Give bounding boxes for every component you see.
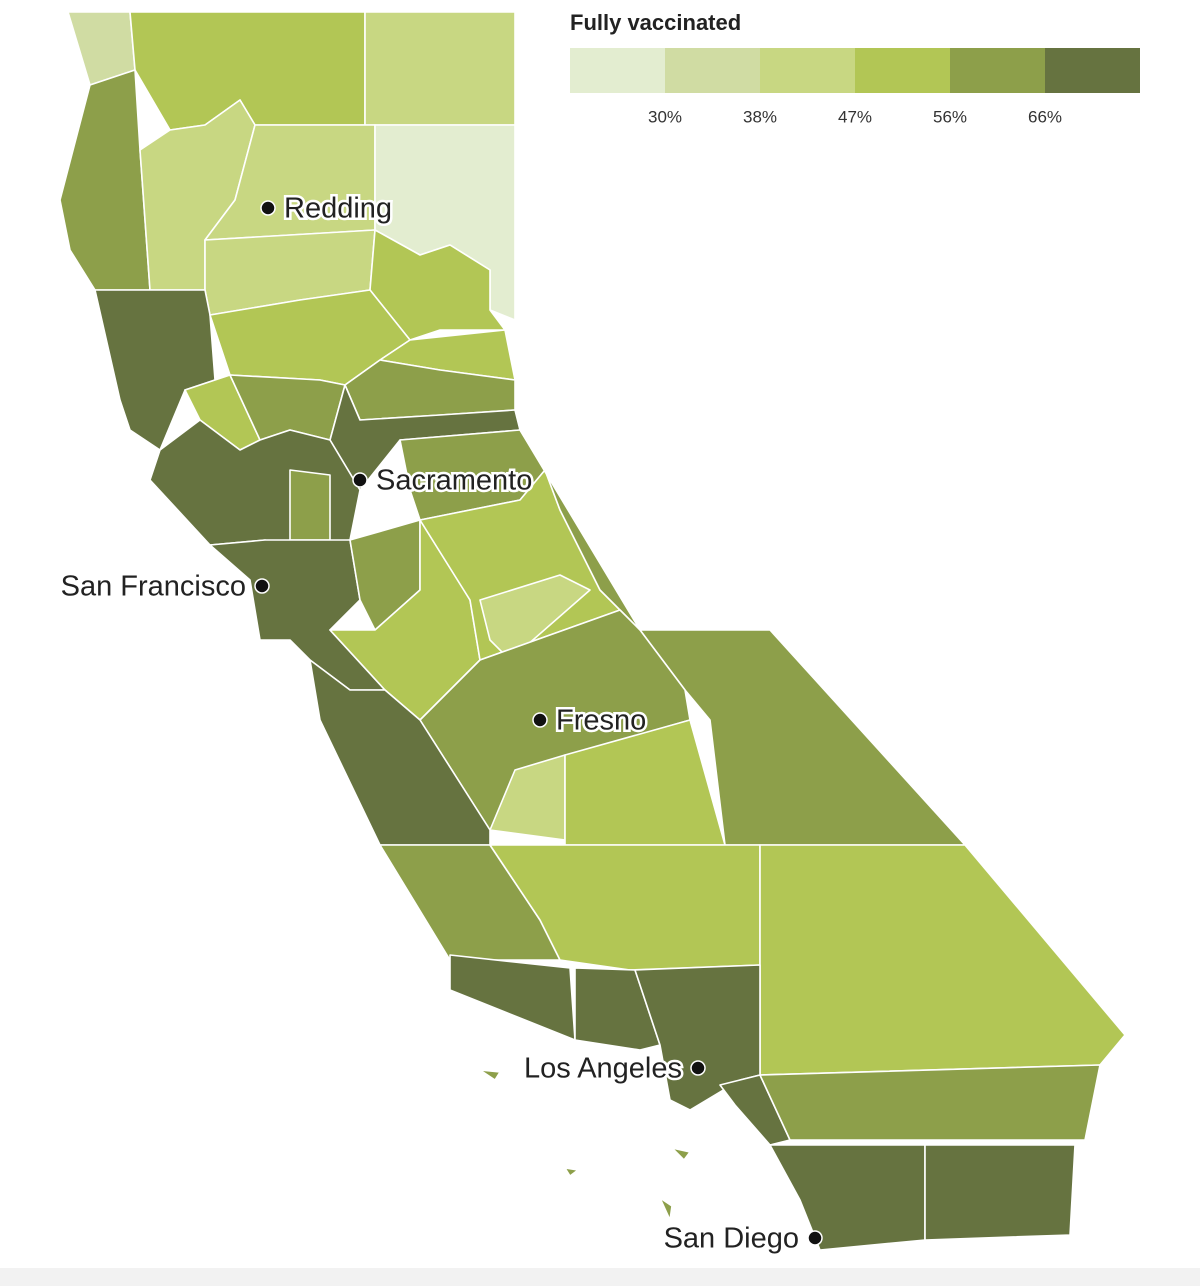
- county: [479, 1069, 501, 1081]
- county: [759, 844, 1126, 1076]
- county: [671, 1147, 691, 1161]
- city-marker: [807, 1230, 823, 1246]
- county: [519, 429, 641, 631]
- legend-swatch: [855, 48, 950, 93]
- city-marker: [260, 200, 276, 216]
- county: [634, 964, 761, 1111]
- county: [769, 1144, 926, 1251]
- county: [309, 659, 491, 846]
- city-label: San Diego: [664, 1223, 799, 1255]
- cities: Redding Sacramento San Francisco Fresno Los …: [58, 190, 823, 1257]
- city-label: Los Angeles: [524, 1053, 682, 1085]
- city-marker: [690, 1060, 706, 1076]
- county: [289, 469, 331, 541]
- city-label: San Francisco: [61, 571, 246, 603]
- county: [564, 1167, 579, 1177]
- county: [924, 1144, 1076, 1241]
- legend-swatch: [760, 48, 855, 93]
- county: [574, 967, 661, 1051]
- legend-swatch: [1045, 48, 1140, 93]
- legend-tick-label: 38%: [743, 107, 777, 126]
- legend-tick-label: 30%: [648, 107, 682, 126]
- legend-tick-label: 66%: [1028, 107, 1062, 126]
- county: [719, 1074, 791, 1146]
- legend-title: Fully vaccinated: [570, 10, 741, 35]
- county: [59, 69, 151, 291]
- legend: 30% 38% 47% 56% 66%: [570, 48, 1140, 126]
- county: [364, 11, 516, 126]
- city-marker: [352, 472, 368, 488]
- legend-tick-label: 56%: [933, 107, 967, 126]
- city-label: Fresno: [556, 705, 646, 737]
- county: [449, 954, 576, 1041]
- footer-strip: [0, 1268, 1200, 1286]
- city-label: Redding: [284, 193, 392, 225]
- legend-swatch: [950, 48, 1045, 93]
- legend-swatch: [665, 48, 760, 93]
- legend-tick-label: 47%: [838, 107, 872, 126]
- county: [479, 574, 591, 661]
- county: [759, 1064, 1101, 1141]
- city-marker: [532, 712, 548, 728]
- city-marker: [254, 578, 270, 594]
- legend-swatch: [570, 48, 665, 93]
- city-label: Sacramento: [376, 465, 532, 497]
- county: [659, 1197, 673, 1221]
- counties: [59, 11, 1126, 1251]
